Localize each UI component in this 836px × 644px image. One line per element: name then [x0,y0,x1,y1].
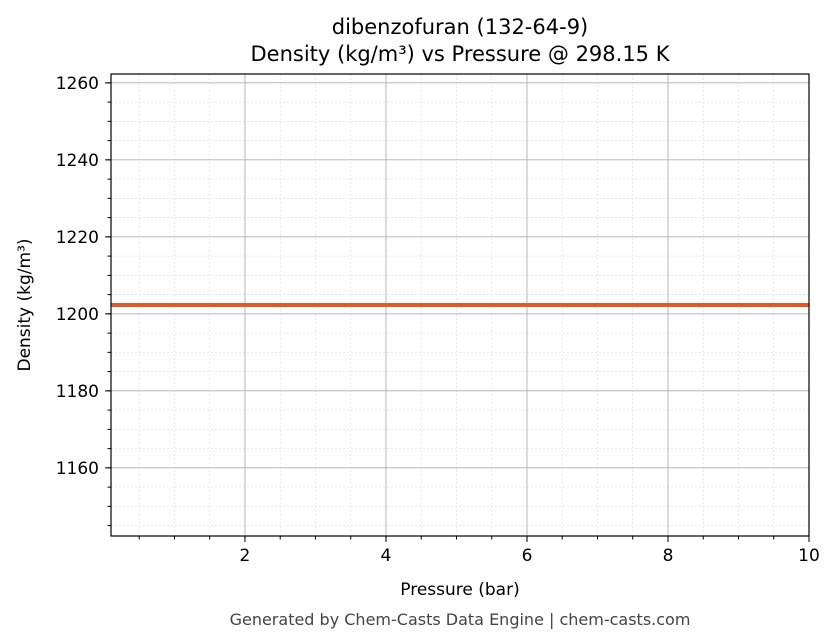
chart-subtitle: Density (kg/m³) vs Pressure @ 298.15 K [250,42,670,66]
y-tick-label: 1240 [56,151,99,171]
x-axis-label: Pressure (bar) [400,580,519,600]
ticks: 2 4 6 8 10 1160 1180 1200 1220 1240 1260 [56,74,820,566]
y-tick-label: 1220 [56,228,99,248]
y-tick-label: 1260 [56,74,99,94]
footer: Generated by Chem-Casts Data Engine | ch… [230,610,691,629]
y-tick-label: 1160 [56,459,99,479]
y-tick-label: 1180 [56,382,99,402]
y-tick-label: 1200 [56,305,99,325]
x-tick-label: 6 [522,546,533,566]
plot-frame [110,73,810,537]
x-tick-label: 2 [240,546,251,566]
chart-title: dibenzofuran (132-64-9) [332,15,589,39]
x-tick-label: 10 [798,546,820,566]
y-axis-label: Density (kg/m³) [15,238,35,371]
x-tick-label: 8 [663,546,674,566]
x-tick-label: 4 [381,546,392,566]
